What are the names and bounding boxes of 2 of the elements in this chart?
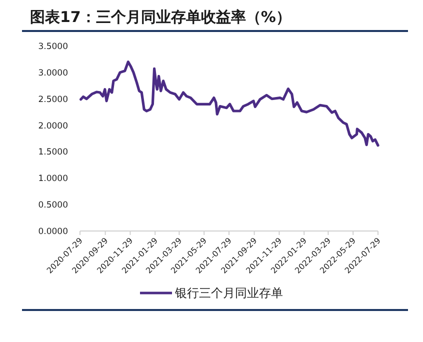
title: 图表17：三个月同业存单收益率（%） (30, 8, 291, 26)
legend-label: 银行三个月同业存单 (174, 286, 283, 300)
